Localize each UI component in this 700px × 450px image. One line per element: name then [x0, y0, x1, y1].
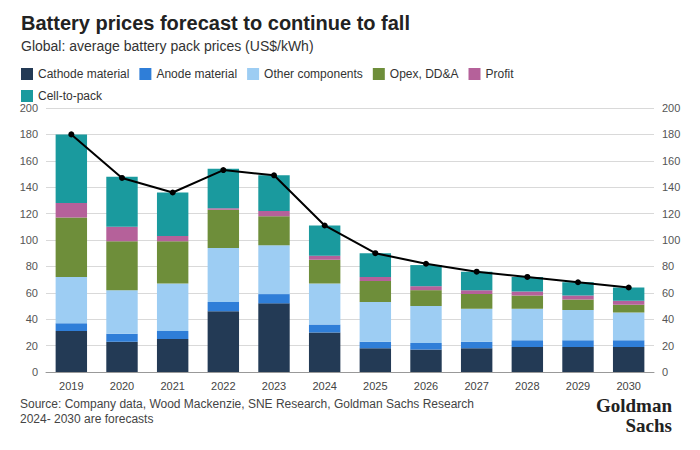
svg-text:Profit: Profit [486, 67, 515, 81]
svg-text:Sachs: Sachs [626, 415, 672, 436]
svg-text:Cell-to-pack: Cell-to-pack [38, 89, 103, 103]
svg-text:40: 40 [26, 313, 38, 325]
svg-text:60: 60 [26, 287, 38, 299]
svg-text:200: 200 [20, 102, 38, 114]
svg-text:120: 120 [20, 208, 38, 220]
svg-text:2025: 2025 [363, 380, 387, 392]
svg-text:Source: Company data, Wood Mac: Source: Company data, Wood Mackenzie, SN… [20, 397, 474, 411]
svg-text:40: 40 [662, 313, 674, 325]
svg-text:2024- 2030 are forecasts: 2024- 2030 are forecasts [20, 412, 153, 426]
svg-text:Anode material: Anode material [156, 67, 237, 81]
svg-text:100: 100 [20, 234, 38, 246]
svg-text:2024: 2024 [312, 380, 336, 392]
svg-text:60: 60 [662, 287, 674, 299]
svg-text:180: 180 [20, 128, 38, 140]
svg-text:180: 180 [662, 128, 680, 140]
svg-text:2026: 2026 [414, 380, 438, 392]
svg-text:Opex, DD&A: Opex, DD&A [390, 67, 459, 81]
svg-text:2028: 2028 [515, 380, 539, 392]
svg-text:2019: 2019 [59, 380, 83, 392]
svg-text:80: 80 [662, 260, 674, 272]
svg-text:Goldman: Goldman [596, 395, 672, 416]
svg-text:Global: average battery pack p: Global: average battery pack prices (US$… [21, 38, 314, 54]
svg-text:2029: 2029 [566, 380, 590, 392]
svg-text:120: 120 [662, 208, 680, 220]
svg-text:20: 20 [662, 340, 674, 352]
svg-text:140: 140 [20, 181, 38, 193]
svg-text:160: 160 [662, 155, 680, 167]
svg-text:Other components: Other components [264, 67, 363, 81]
svg-text:80: 80 [26, 260, 38, 272]
svg-text:2030: 2030 [616, 380, 640, 392]
svg-text:160: 160 [20, 155, 38, 167]
svg-text:0: 0 [662, 366, 668, 378]
svg-text:100: 100 [662, 234, 680, 246]
svg-text:2027: 2027 [464, 380, 488, 392]
svg-text:140: 140 [662, 181, 680, 193]
svg-text:2023: 2023 [262, 380, 286, 392]
svg-text:Battery prices forecast to con: Battery prices forecast to continue to f… [21, 12, 410, 34]
svg-text:Cathode material: Cathode material [38, 67, 129, 81]
svg-text:200: 200 [662, 102, 680, 114]
svg-text:2022: 2022 [211, 380, 235, 392]
svg-text:2021: 2021 [160, 380, 184, 392]
svg-text:20: 20 [26, 340, 38, 352]
svg-text:2020: 2020 [110, 380, 134, 392]
svg-text:0: 0 [32, 366, 38, 378]
